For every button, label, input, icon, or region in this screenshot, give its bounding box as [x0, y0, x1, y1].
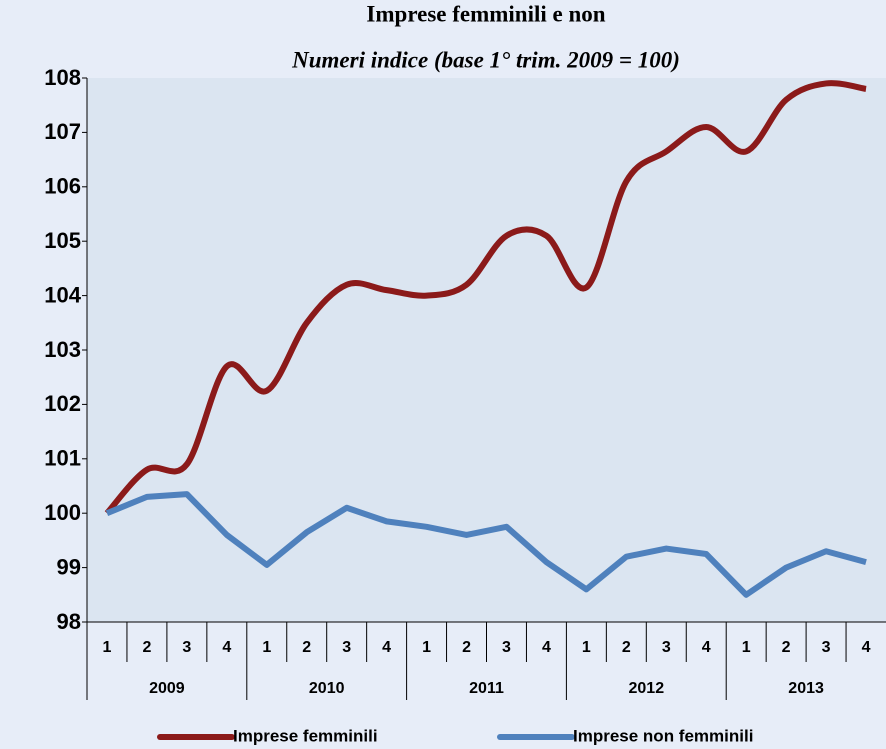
y-tick-label: 102	[44, 391, 81, 416]
x-tick-label: 4	[862, 639, 871, 656]
x-group-label: 2011	[469, 680, 504, 697]
y-tick-label: 99	[57, 554, 81, 579]
plot-area	[87, 78, 886, 622]
y-tick-label: 104	[44, 282, 81, 307]
legend-label: Imprese femminili	[233, 726, 378, 745]
x-group-label: 2013	[788, 680, 824, 697]
x-tick-label: 3	[662, 639, 671, 656]
x-tick-label: 2	[302, 639, 311, 656]
x-tick-label: 4	[542, 639, 551, 656]
x-tick-label: 1	[742, 639, 751, 656]
y-tick-label: 98	[57, 609, 81, 634]
x-group-label: 2012	[629, 680, 665, 697]
x-tick-label: 2	[782, 639, 791, 656]
x-tick-label: 4	[222, 639, 231, 656]
x-tick-label: 1	[422, 639, 431, 656]
legend-label: Imprese non femminili	[573, 726, 753, 745]
y-tick-label: 100	[44, 500, 81, 525]
x-tick-label: 2	[142, 639, 151, 656]
x-group-label: 2009	[149, 680, 185, 697]
y-tick-label: 105	[44, 228, 81, 253]
x-group-label: 2010	[309, 680, 345, 697]
x-tick-label: 4	[702, 639, 711, 656]
y-tick-label: 101	[44, 446, 81, 471]
y-tick-label: 108	[44, 65, 81, 90]
x-tick-label: 3	[182, 639, 191, 656]
x-tick-label: 3	[822, 639, 831, 656]
x-tick-label: 3	[342, 639, 351, 656]
y-tick-label: 106	[44, 174, 81, 199]
x-tick-label: 2	[462, 639, 471, 656]
x-tick-label: 3	[502, 639, 511, 656]
series-line	[105, 491, 867, 598]
chart-subtitle: Numeri indice (base 1° trim. 2009 = 100)	[291, 47, 680, 72]
y-tick-label: 107	[44, 119, 81, 144]
x-tick-label: 1	[582, 639, 591, 656]
x-tick-label: 2	[622, 639, 631, 656]
x-tick-label: 1	[103, 639, 112, 656]
x-tick-label: 4	[382, 639, 391, 656]
x-tick-label: 1	[262, 639, 271, 656]
y-tick-label: 103	[44, 337, 81, 362]
chart-title: Imprese femminili e non	[366, 1, 605, 26]
series-line	[104, 80, 867, 516]
